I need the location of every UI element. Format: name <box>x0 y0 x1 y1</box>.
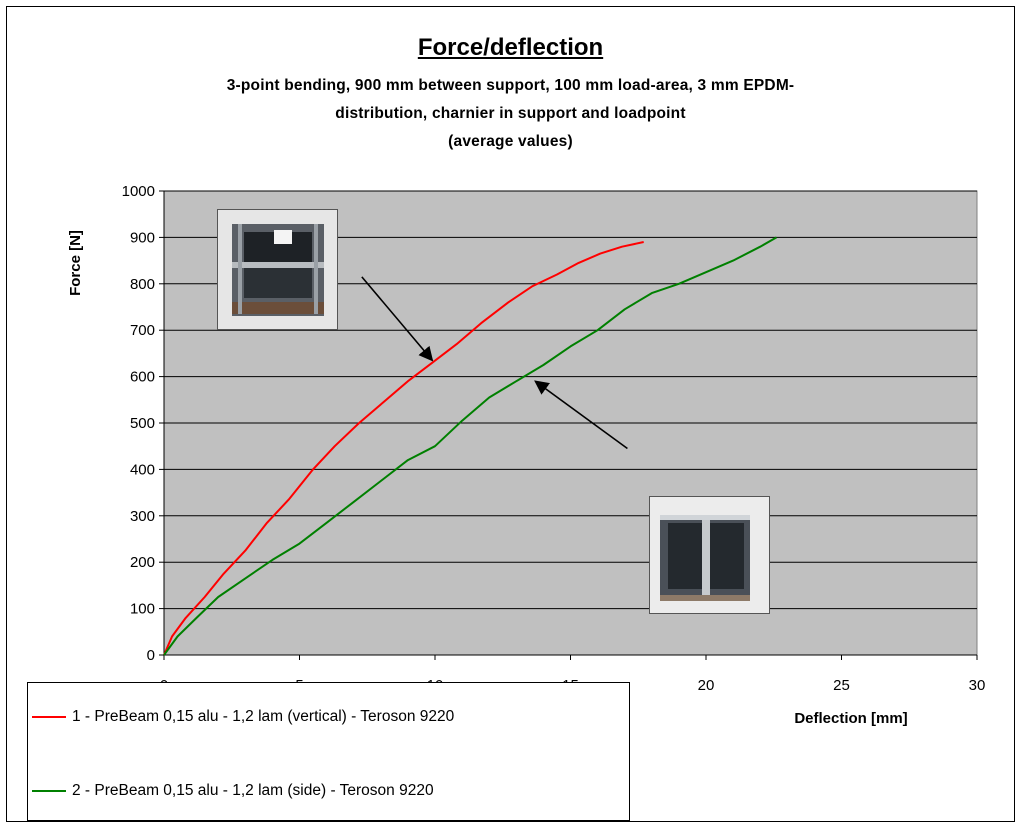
legend: 1 - PreBeam 0,15 alu - 1,2 lam (vertical… <box>27 682 630 821</box>
legend-label-2: 2 - PreBeam 0,15 alu - 1,2 lam (side) - … <box>72 782 434 799</box>
legend-swatch-red <box>32 716 66 718</box>
series-line-1 <box>163 241 644 656</box>
annotation-arrows <box>361 276 628 450</box>
y-tick-label-7: 700 <box>130 322 155 339</box>
y-axis-title: Force [N] <box>67 230 84 296</box>
annotation-arrow-2 <box>534 380 628 450</box>
y-tick-label-6: 600 <box>130 369 155 386</box>
y-tick-label-3: 300 <box>130 508 155 525</box>
legend-label-1: 1 - PreBeam 0,15 alu - 1,2 lam (vertical… <box>72 708 455 725</box>
chart-subtitle-line-3: (average values) <box>448 133 573 150</box>
inset-photo-side-beam <box>649 496 770 614</box>
y-tick-label-2: 200 <box>130 554 155 571</box>
beam-cross-section-side-picture <box>650 497 769 613</box>
x-axis-title: Deflection [mm] <box>794 710 907 727</box>
axes <box>159 190 978 660</box>
legend-swatch-green <box>32 790 66 792</box>
grid-lines <box>164 190 977 610</box>
x-tick-label-5: 25 <box>833 677 850 694</box>
series-line-2 <box>163 236 777 656</box>
annotation-arrow-1 <box>361 276 434 362</box>
legend-item-1: 1 - PreBeam 0,15 alu - 1,2 lam (vertical… <box>28 705 454 729</box>
beam-cross-section-vertical-picture <box>218 210 337 329</box>
chart-subtitle-line-2: distribution, charnier in support and lo… <box>335 105 686 122</box>
y-tick-label-9: 900 <box>130 229 155 246</box>
y-tick-label-10: 1000 <box>122 183 155 200</box>
y-tick-label-0: 0 <box>147 647 155 664</box>
x-tick-label-4: 20 <box>698 677 715 694</box>
y-tick-label-8: 800 <box>130 276 155 293</box>
y-tick-label-4: 400 <box>130 461 155 478</box>
x-tick-label-6: 30 <box>969 677 986 694</box>
y-tick-label-5: 500 <box>130 415 155 432</box>
chart-subtitle-line-1: 3-point bending, 900 mm between support,… <box>226 77 795 94</box>
chart-title: Force/deflection <box>417 34 604 61</box>
series-lines <box>163 236 777 656</box>
y-tick-label-1: 100 <box>130 601 155 618</box>
inset-photo-vertical-beam <box>217 209 338 330</box>
legend-item-2: 2 - PreBeam 0,15 alu - 1,2 lam (side) - … <box>28 779 434 803</box>
